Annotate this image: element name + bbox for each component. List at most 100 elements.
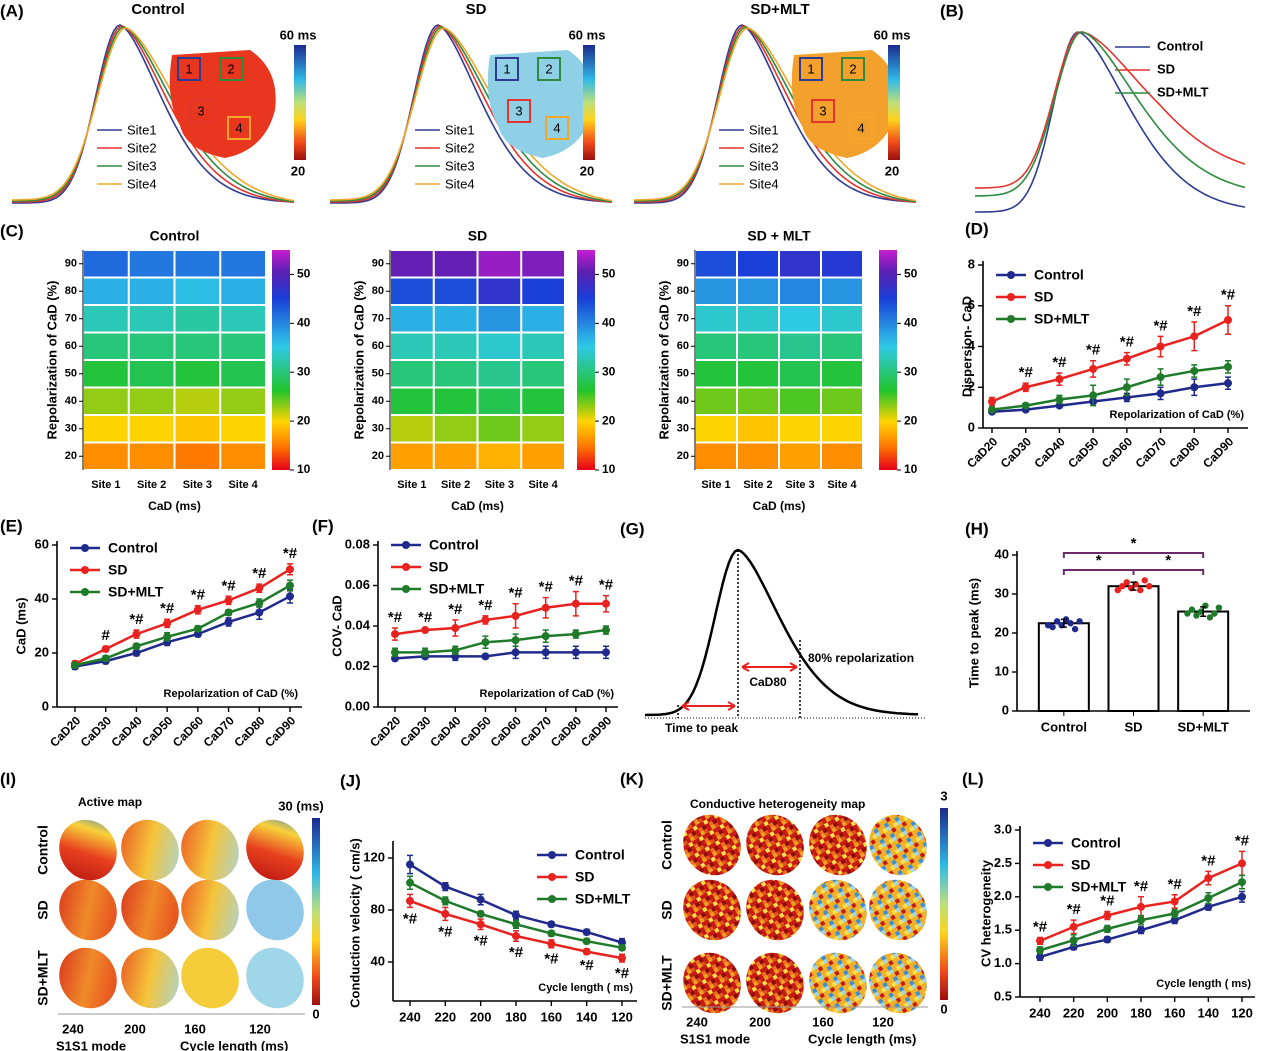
heatmap-cell: [84, 361, 128, 387]
trace: [634, 26, 917, 203]
row-label: SD: [35, 900, 51, 919]
x-axis-label: Repolarization of CaD (%): [164, 688, 299, 700]
heatmap-cell: [175, 278, 220, 304]
legend-label: Site2: [445, 140, 475, 155]
point: [406, 896, 414, 905]
site-box: [811, 99, 835, 123]
y-tick-label: 2.5: [994, 855, 1012, 870]
point: [451, 624, 460, 633]
x-tick-label: 140: [576, 1009, 598, 1024]
heatmap-cell: [522, 251, 564, 277]
x-axis-label: Cycle length ( ms): [1156, 978, 1251, 990]
point: [1049, 623, 1056, 631]
x-tick-label: 140: [1197, 1005, 1219, 1020]
panel-title: Control: [131, 1, 184, 18]
colorbar-tick-label: 10: [602, 462, 616, 476]
legend-label: Control: [1034, 267, 1084, 283]
x-tick-label: CaD30: [998, 434, 1035, 471]
site-box-label: 3: [515, 103, 522, 118]
colorbar: [888, 45, 900, 160]
y-axis-label: Repolarization of CaD (%): [44, 281, 59, 440]
legend-label: Site2: [127, 140, 157, 155]
point: [512, 920, 520, 929]
point: [1036, 946, 1044, 955]
panel-label: (E): [0, 516, 23, 535]
point: [1190, 332, 1199, 341]
site-box-label: 2: [227, 61, 234, 76]
heatmap-cell: [84, 443, 128, 469]
column-label: 240: [686, 1014, 708, 1029]
row-label: SD+MLT: [659, 955, 675, 1011]
heatmap-cell: [696, 361, 736, 387]
panel-label: (G): [620, 519, 645, 538]
point: [1122, 383, 1131, 392]
x-tick-label: Site 4: [827, 479, 857, 491]
x-tick-label: 180: [505, 1009, 527, 1024]
x-tick-label: 200: [470, 1009, 492, 1024]
trace: [330, 27, 613, 202]
point: [1190, 383, 1199, 392]
trace: [12, 27, 295, 202]
significance-label: *#: [221, 577, 236, 594]
point: [1137, 902, 1145, 911]
point: [1055, 375, 1064, 384]
significance-label: *#: [544, 951, 559, 968]
point: [1224, 316, 1232, 325]
y-tick-label: 20: [677, 450, 689, 462]
y-tick-label: 30: [65, 423, 77, 435]
y-axis-label: CaD (ms): [13, 597, 28, 654]
x-tick-label: Site 2: [441, 479, 470, 491]
significance-label: *#: [509, 944, 524, 961]
significance-label: *: [1165, 552, 1171, 569]
y-tick-label: 40: [372, 395, 384, 407]
site-box-label: 2: [849, 61, 856, 76]
point: [1089, 364, 1098, 373]
heatmap-cell: [84, 388, 128, 414]
trace: [330, 24, 613, 204]
map: [746, 952, 804, 1014]
column-label: 120: [249, 1021, 271, 1036]
annotation: 80% repolarization: [808, 651, 914, 665]
site-box: [841, 57, 865, 81]
heatmap-cell: [129, 443, 174, 469]
point: [441, 882, 450, 891]
heatmap-cell: [434, 416, 477, 442]
point: [571, 648, 580, 657]
x-tick-label: 200: [1096, 1005, 1118, 1020]
map: [869, 952, 927, 1014]
legend-swatch: [81, 566, 89, 574]
significance-label: *#: [478, 597, 493, 614]
point: [1069, 922, 1078, 931]
point: [1137, 586, 1144, 594]
point: [421, 648, 430, 657]
colorbar: [940, 808, 948, 1000]
site-box: [495, 57, 519, 81]
x-tick-label: CaD40: [427, 713, 464, 750]
point: [101, 654, 110, 663]
trace: [330, 25, 613, 203]
chart-title: SD: [468, 228, 487, 244]
map: [246, 947, 304, 1009]
colorbar-tick-label: 30: [297, 364, 311, 378]
y-tick-label: 60: [35, 536, 49, 551]
legend-label: SD+MLT: [108, 584, 164, 600]
significance-label: *#: [1235, 832, 1250, 849]
colorbar-max: 60 ms: [874, 27, 911, 42]
significance-label: *#: [160, 600, 175, 617]
point: [1069, 936, 1078, 945]
heatmap-cell: [434, 278, 477, 304]
point: [511, 636, 520, 645]
series-line: [74, 595, 291, 668]
site-box: [545, 116, 569, 140]
heatmap-cell: [391, 251, 433, 277]
heatmap-cell: [696, 278, 736, 304]
point: [255, 599, 264, 608]
point: [481, 615, 490, 624]
legend-swatch: [1007, 271, 1015, 279]
colorbar-max: 60 ms: [569, 27, 606, 42]
site-box-label: 1: [807, 61, 814, 76]
heatmap-cell: [175, 388, 220, 414]
legend-swatch: [1044, 861, 1052, 869]
trace: [634, 25, 917, 203]
x-axis-label: Cycle length ( ms): [538, 982, 633, 994]
